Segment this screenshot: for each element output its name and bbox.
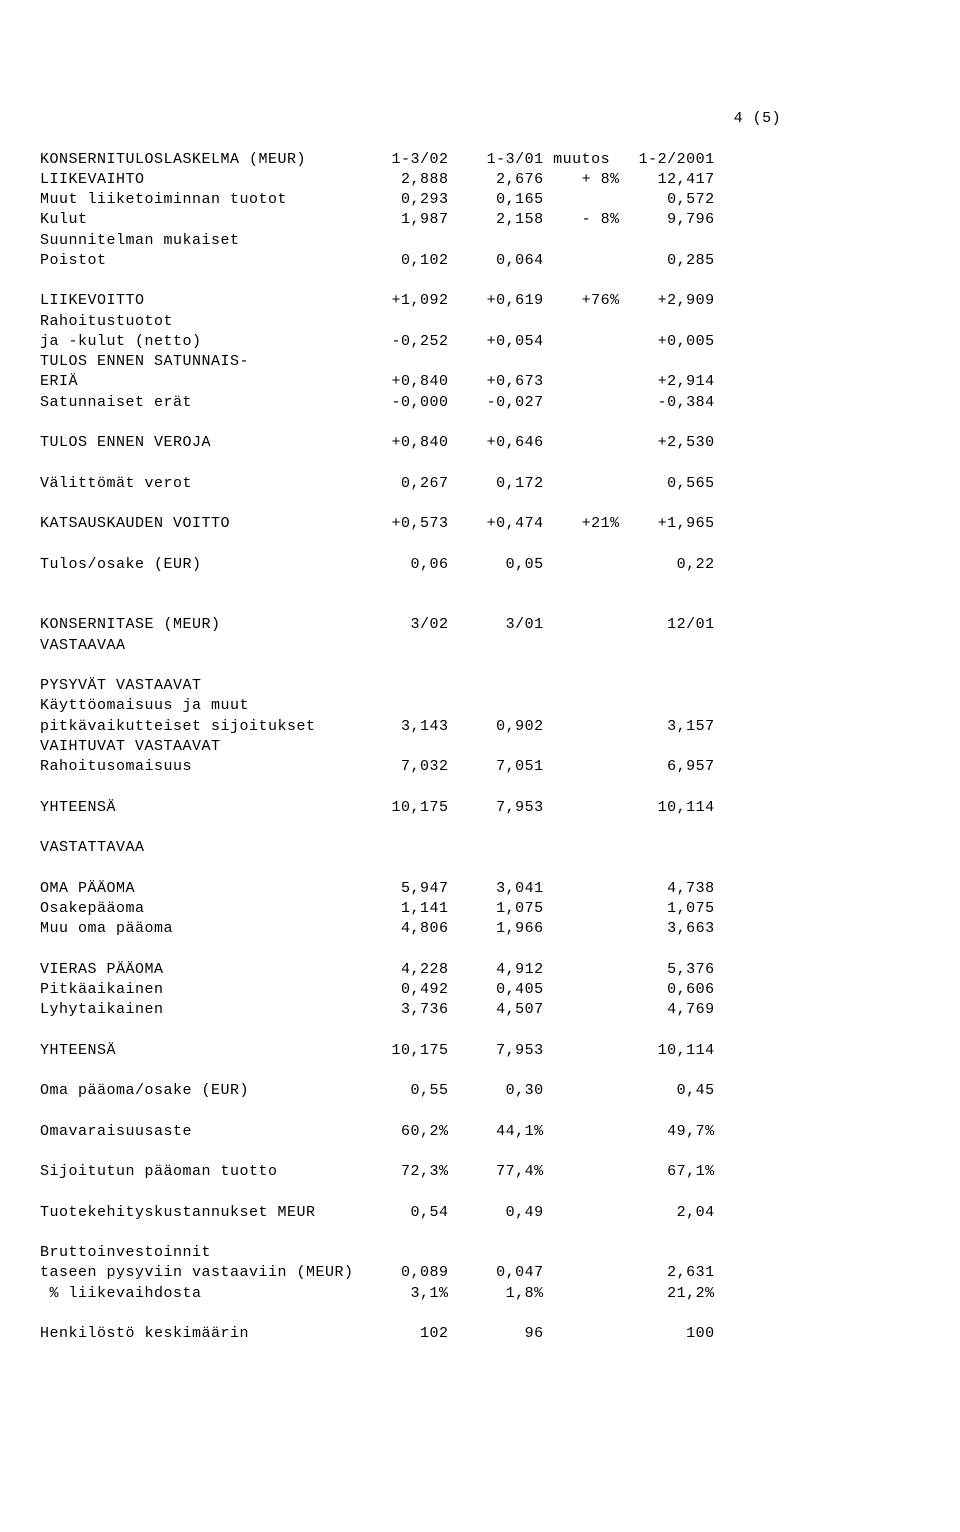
financial-statement-page: 4 (5) KONSERNITULOSLASKELMA (MEUR) 1-3/0… (40, 109, 920, 1344)
